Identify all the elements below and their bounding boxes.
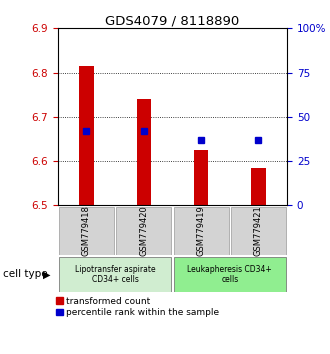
Bar [174, 257, 286, 292]
Bar [59, 207, 114, 255]
Text: GSM779421: GSM779421 [254, 206, 263, 256]
Text: ▶: ▶ [43, 269, 50, 279]
Bar [79, 66, 94, 205]
Bar [194, 150, 208, 205]
Bar [174, 207, 229, 255]
Text: cell type: cell type [3, 269, 48, 279]
Text: GSM779419: GSM779419 [197, 206, 206, 256]
Text: Leukapheresis CD34+
cells: Leukapheresis CD34+ cells [187, 265, 272, 284]
Bar [137, 99, 151, 205]
Bar [231, 207, 286, 255]
Bar [59, 257, 171, 292]
Legend: transformed count, percentile rank within the sample: transformed count, percentile rank withi… [56, 297, 220, 317]
Text: GSM779418: GSM779418 [82, 206, 91, 256]
Title: GDS4079 / 8118890: GDS4079 / 8118890 [105, 14, 240, 27]
Text: GSM779420: GSM779420 [139, 206, 148, 256]
Text: Lipotransfer aspirate
CD34+ cells: Lipotransfer aspirate CD34+ cells [75, 265, 155, 284]
Bar [116, 207, 171, 255]
Bar [251, 168, 266, 205]
